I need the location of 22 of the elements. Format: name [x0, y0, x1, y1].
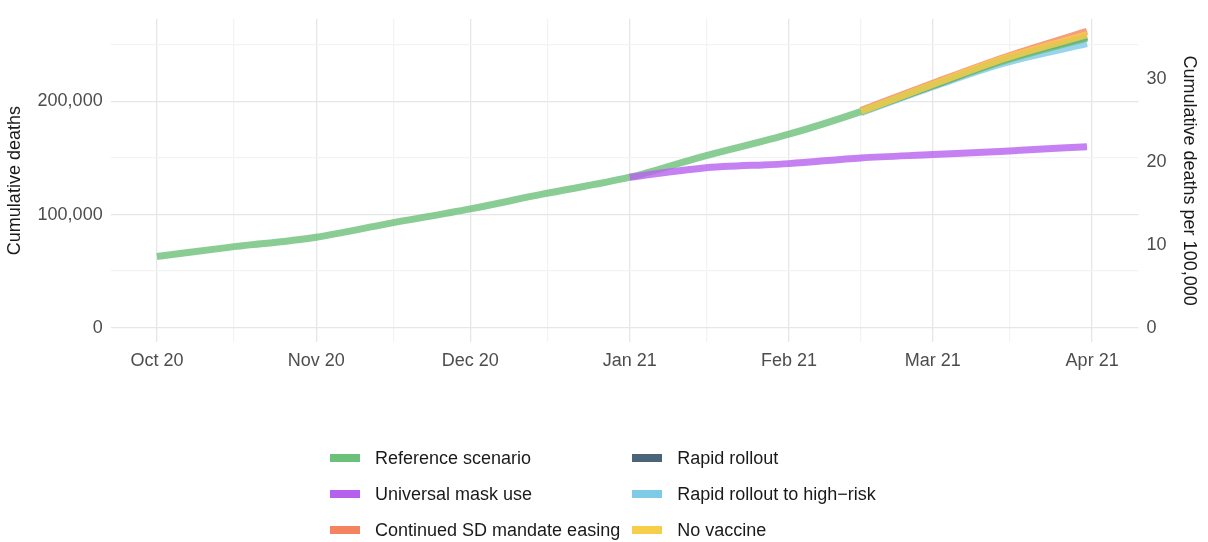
- x-tick-label: Nov 20: [287, 350, 345, 371]
- legend-label: Rapid rollout to high−risk: [677, 483, 876, 505]
- y2-axis-title: Cumulative deaths per 100,000: [1180, 55, 1201, 306]
- legend-label: Rapid rollout: [677, 447, 779, 469]
- x-tick-label: Oct 20: [130, 350, 184, 371]
- y2-tick-label: 10: [1146, 234, 1167, 255]
- legend-label: Continued SD mandate easing: [375, 519, 621, 541]
- x-tick-label: Apr 21: [1065, 350, 1119, 371]
- x-tick-label: Mar 21: [904, 350, 961, 371]
- y-axis-title: Cumulative deaths: [3, 106, 24, 256]
- y2-tick-label: 20: [1146, 150, 1167, 171]
- y2-tick-label: 0: [1146, 317, 1157, 338]
- y-tick-label: 100,000: [37, 203, 103, 224]
- y-tick-label: 0: [92, 316, 103, 337]
- x-tick-label: Dec 20: [441, 350, 499, 371]
- legend-label: Universal mask use: [375, 483, 533, 505]
- x-tick-label: Jan 21: [602, 350, 657, 371]
- x-tick-label: Feb 21: [760, 350, 817, 371]
- y2-tick-label: 30: [1146, 67, 1167, 88]
- legend-label: No vaccine: [677, 519, 767, 541]
- legend-label: Reference scenario: [375, 447, 532, 469]
- y-tick-label: 200,000: [37, 90, 103, 111]
